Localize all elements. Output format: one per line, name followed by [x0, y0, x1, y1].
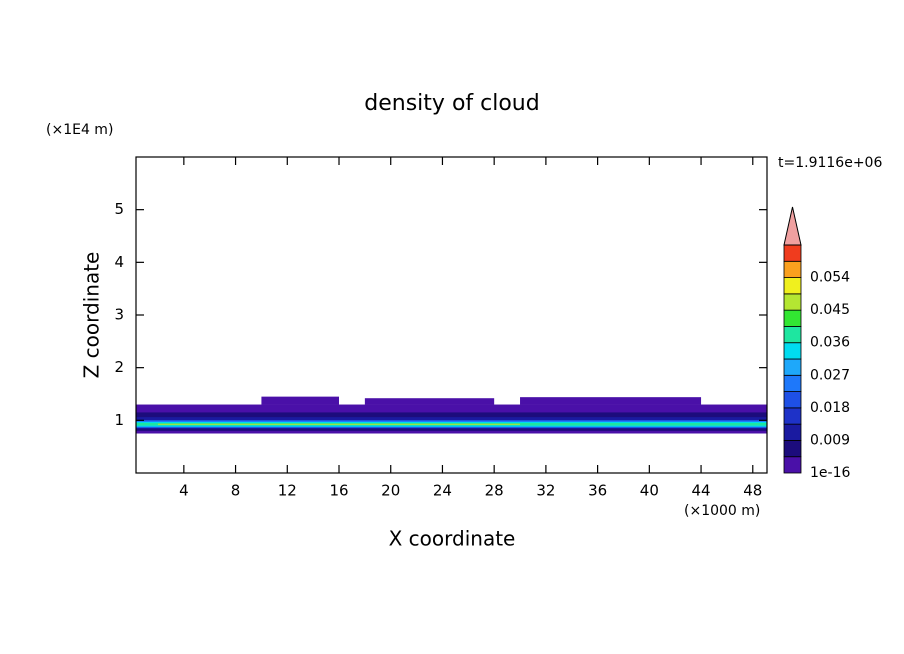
y-tick-label: 4: [114, 253, 124, 271]
y-tick-label: 2: [114, 358, 124, 376]
colorbar-label: 1e-16: [810, 465, 850, 481]
contour-band: [157, 423, 521, 425]
x-tick-label: 8: [231, 482, 241, 500]
colorbar-box: [783, 391, 802, 409]
colorbar-box: [783, 374, 802, 392]
chart-title: density of cloud: [364, 91, 539, 116]
y-unit: (×1E4 m): [46, 122, 113, 138]
x-tick-label: 44: [692, 482, 711, 500]
colorbar-over: [783, 206, 802, 246]
y-axis-label: Z coordinate: [80, 252, 104, 379]
x-tick-label: 20: [381, 482, 400, 500]
x-unit: (×1000 m): [684, 503, 760, 519]
colorbar-box: [783, 456, 802, 474]
colorbar-box: [783, 423, 802, 441]
contour-band: [520, 397, 702, 405]
x-tick-label: 4: [179, 482, 189, 500]
contour-band: [364, 398, 495, 405]
x-tick-label: 40: [640, 482, 659, 500]
colorbar-box: [783, 244, 802, 262]
x-tick-label: 48: [743, 482, 762, 500]
x-tick-label: 24: [433, 482, 452, 500]
colorbar-box: [783, 342, 802, 360]
colorbar-box: [783, 277, 802, 295]
y-tick-label: 3: [114, 306, 124, 324]
y-tick-label: 1: [114, 411, 124, 429]
colorbar-box: [783, 440, 802, 458]
colorbar-label: 0.018: [810, 400, 850, 416]
x-axis-label: X coordinate: [389, 527, 516, 551]
colorbar-box: [783, 293, 802, 311]
colorbar-label: 0.009: [810, 432, 850, 448]
x-tick-label: 12: [278, 482, 297, 500]
y-tick-label: 5: [114, 200, 124, 218]
colorbar-box: [783, 358, 802, 376]
colorbar-label: 0.045: [810, 302, 850, 318]
colorbar-box: [783, 260, 802, 278]
field: [136, 396, 767, 434]
colorbar-label: 0.027: [810, 367, 850, 383]
colorbar-box: [783, 326, 802, 344]
colorbar-box: [783, 407, 802, 425]
x-tick-label: 36: [588, 482, 607, 500]
x-tick-label: 28: [485, 482, 504, 500]
x-tick-label: 32: [536, 482, 555, 500]
time-label: t=1.9116e+06: [778, 155, 882, 171]
x-tick-label: 16: [329, 482, 348, 500]
colorbar-box: [783, 309, 802, 327]
colorbar-label: 0.054: [810, 270, 850, 286]
contour-band: [261, 396, 340, 405]
colorbar-label: 0.036: [810, 335, 850, 351]
